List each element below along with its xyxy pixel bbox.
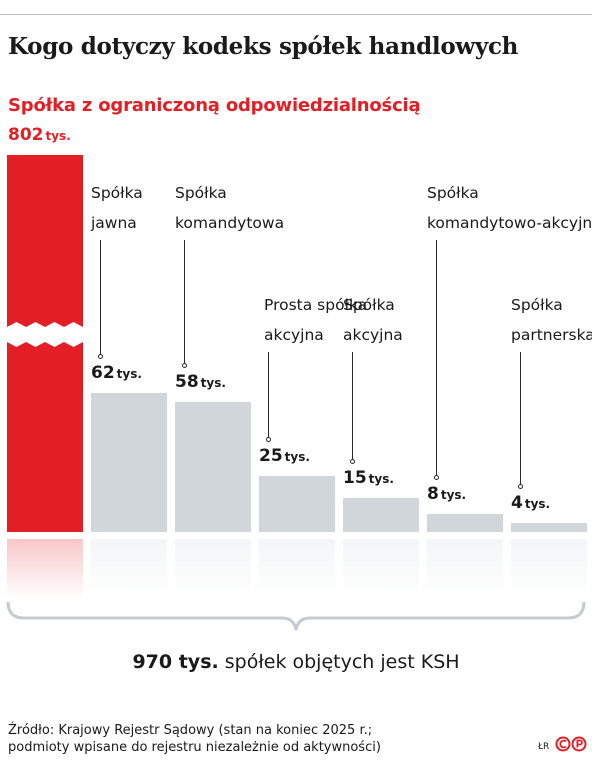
leader-line-prosta-spolka-akcyjna xyxy=(268,352,269,438)
source-line-1: Źródło: Krajowy Rejestr Sądowy (stan na … xyxy=(8,723,373,738)
category-label-line-1: Spółka xyxy=(175,184,227,202)
category-label-line-1: Spółka xyxy=(427,184,479,202)
leader-dot-spolka-komandytowa xyxy=(182,362,187,368)
category-label-line-1: Spółka xyxy=(91,184,143,202)
value-number-spolka-komandytowa: 58 xyxy=(175,371,199,392)
bar-shadow-prosta-spolka-akcyjna xyxy=(259,539,335,599)
value-unit-prosta-spolka-akcyjna: tys. xyxy=(284,449,310,464)
value-unit-spolka-komandytowa: tys. xyxy=(200,375,226,390)
category-label-line-2: jawna xyxy=(91,214,137,232)
source-note: Źródło: Krajowy Rejestr Sądowy (stan na … xyxy=(8,722,381,756)
category-label-prosta-spolka-akcyjna: Prosta spółka akcyjna xyxy=(264,290,367,350)
total-value: 970 tys. xyxy=(132,651,219,673)
category-label-spolka-partnerska: Spółka partnerska xyxy=(511,290,592,350)
category-label-line-2: partnerska xyxy=(511,326,592,344)
leader-line-spolka-komandytowo-akcyjna xyxy=(436,240,437,476)
bar-shadow-spolka-komandytowo-akcyjna xyxy=(427,539,503,599)
leader-dot-spolka-akcyjna xyxy=(350,459,355,465)
bar-spolka-jawna xyxy=(91,392,167,532)
bar-shadow-spolka-jawna xyxy=(91,539,167,599)
leader-dot-spolka-partnerska xyxy=(518,484,523,489)
total-text: spółek objętych jest KSH xyxy=(224,651,460,673)
bar-prosta-spolka-akcyjna xyxy=(259,475,335,532)
bar-spolka-partnerska xyxy=(511,523,587,532)
bar-spolka-akcyjna xyxy=(343,498,419,532)
value-number-spolka-jawna: 62 xyxy=(91,362,115,383)
bar-shadow-spolka-partnerska xyxy=(511,539,587,599)
axis-break-gap xyxy=(7,322,83,347)
source-line-2: podmioty wpisane do rejestru niezależnie… xyxy=(8,740,381,755)
category-label-line-2: komandytowa xyxy=(175,214,285,232)
leader-line-spolka-komandytowa xyxy=(184,240,185,364)
value-unit-spolka-komandytowo-akcyjna: tys. xyxy=(440,488,467,502)
bar-shadow-spolka-akcyjna xyxy=(343,539,419,599)
category-label-spolka-komandytowa: Spółka komandytowa xyxy=(175,178,284,238)
highlight-value-label: 802 tys. xyxy=(8,125,71,145)
value-unit-spolka-akcyjna: tys. xyxy=(368,472,394,487)
leader-dot-spolka-komandytowo-akcyjna xyxy=(434,475,439,480)
value-number-spolka-komandytowo-akcyjna: 8 xyxy=(427,484,439,504)
highlight-category-label: Spółka z ograniczoną odpowiedzialnością xyxy=(8,95,421,116)
value-label-spolka-jawna: 62 tys. xyxy=(91,363,142,383)
category-label-line-1: Spółka xyxy=(511,296,563,314)
category-label-line-2: komandytowo-akcyjna xyxy=(427,214,592,232)
highlight-value-number: 802 xyxy=(8,125,44,145)
leader-dot-spolka-jawna xyxy=(98,353,103,359)
highlight-value-unit: tys. xyxy=(45,129,71,143)
top-rule xyxy=(0,14,592,15)
bar-shadow-spolka-z-ograniczona-odpowiedzialnoscia xyxy=(7,539,83,599)
category-label-line-1: Prosta spółka xyxy=(264,296,368,314)
category-label-line-2: akcyjna xyxy=(264,326,324,344)
author-credit: ŁR xyxy=(538,742,550,752)
pap-logo-icon xyxy=(555,736,587,752)
value-number-prosta-spolka-akcyjna: 25 xyxy=(259,445,283,466)
value-label-spolka-komandytowo-akcyjna: 8 tys. xyxy=(427,484,466,504)
bar-spolka-komandytowa xyxy=(175,401,251,532)
value-unit-spolka-partnerska: tys. xyxy=(524,497,551,511)
value-number-spolka-akcyjna: 15 xyxy=(343,468,367,489)
category-label-line-1: Spółka xyxy=(343,296,395,314)
value-label-spolka-partnerska: 4 tys. xyxy=(511,493,550,513)
value-label-spolka-akcyjna: 15 tys. xyxy=(343,468,394,488)
total-label: 970 tys. spółek objętych jest KSH xyxy=(0,651,592,673)
value-label-spolka-komandytowa: 58 tys. xyxy=(175,372,226,392)
category-label-spolka-komandytowo-akcyjna: Spółka komandytowo-akcyjna xyxy=(427,178,592,238)
leader-dot-prosta-spolka-akcyjna xyxy=(266,436,271,442)
leader-line-spolka-partnerska xyxy=(520,352,521,485)
value-label-prosta-spolka-akcyjna: 25 tys. xyxy=(259,446,310,466)
leader-line-spolka-akcyjna xyxy=(352,352,353,461)
category-label-spolka-jawna: Spółka jawna xyxy=(91,178,143,238)
category-label-line-2: akcyjna xyxy=(343,326,403,344)
leader-line-spolka-jawna xyxy=(100,240,101,355)
chart-title: Kogo dotyczy kodeks spółek handlowych xyxy=(8,33,519,60)
value-unit-spolka-jawna: tys. xyxy=(116,366,142,381)
value-number-spolka-partnerska: 4 xyxy=(511,493,523,513)
bar-shadow-spolka-komandytowa xyxy=(175,539,251,599)
category-label-spolka-akcyjna: Spółka akcyjna xyxy=(343,290,403,350)
bar-spolka-komandytowo-akcyjna xyxy=(427,514,503,532)
total-bracket xyxy=(6,601,586,631)
